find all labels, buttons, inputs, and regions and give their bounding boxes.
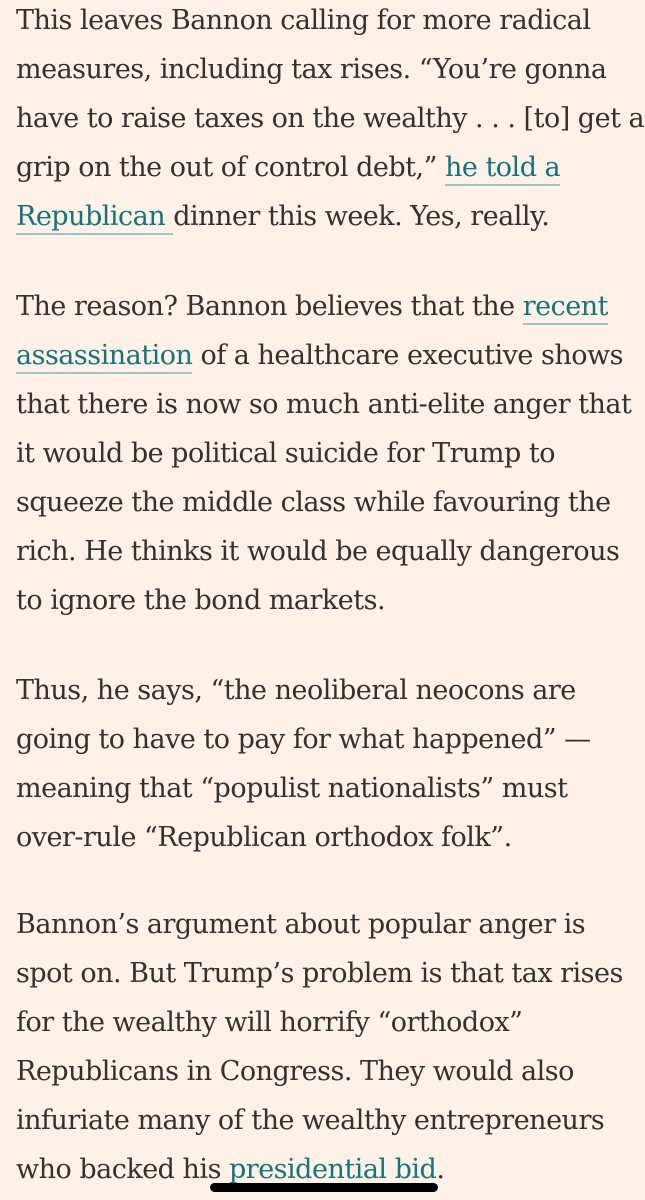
home-indicator-bar	[210, 1183, 438, 1192]
text-line: Bannon’s argument about popular anger is	[16, 900, 636, 949]
inline-link[interactable]: presidential bid	[229, 1154, 437, 1188]
text-segment: Bannon’s argument about popular anger is	[16, 909, 586, 940]
text-segment: This leaves Bannon calling for more radi…	[16, 5, 591, 36]
text-line: This leaves Bannon calling for more radi…	[16, 0, 636, 45]
text-segment: The reason? Bannon believes that the	[16, 291, 523, 322]
inline-link[interactable]: assassination	[16, 340, 193, 374]
text-line: The reason? Bannon believes that the rec…	[16, 282, 636, 331]
text-segment: .	[436, 1154, 445, 1185]
paragraph-4: Bannon’s argument about popular anger is…	[16, 900, 636, 1194]
text-line: grip on the out of control debt,” he tol…	[16, 143, 636, 192]
inline-link[interactable]: recent	[522, 291, 608, 325]
paragraph-1: This leaves Bannon calling for more radi…	[16, 0, 645, 241]
text-segment: it would be political suicide for Trump …	[16, 438, 556, 469]
inline-link[interactable]: he told a	[445, 152, 561, 186]
text-line: Republican dinner this week. Yes, really…	[16, 192, 636, 241]
text-line: Thus, he says, “the neoliberal neocons a…	[16, 666, 636, 715]
paragraph-2: The reason? Bannon believes that the rec…	[16, 282, 636, 625]
text-segment: that there is now so much anti-elite ang…	[16, 389, 632, 420]
text-segment: infuriate many of the wealthy entreprene…	[16, 1105, 605, 1136]
text-line: who backed his presidential bid.	[16, 1145, 636, 1194]
text-line: Republicans in Congress. They would also	[16, 1047, 636, 1096]
text-segment: dinner this week. Yes, really.	[173, 201, 550, 232]
inline-link[interactable]: Republican	[16, 201, 174, 235]
text-line: measures, including tax rises. “You’re g…	[16, 45, 636, 94]
text-line: it would be political suicide for Trump …	[16, 429, 636, 478]
text-line: going to have to pay for what happened” …	[16, 715, 636, 764]
text-segment: over-rule “Republican orthodox folk”.	[16, 822, 512, 853]
text-segment: grip on the out of control debt,”	[16, 152, 445, 183]
text-segment: Republicans in Congress. They would also	[16, 1056, 574, 1087]
text-segment: who backed his	[16, 1154, 230, 1185]
text-line: squeeze the middle class while favouring…	[16, 478, 636, 527]
text-line: spot on. But Trump’s problem is that tax…	[16, 949, 636, 998]
text-segment: spot on. But Trump’s problem is that tax…	[16, 958, 623, 989]
text-segment: squeeze the middle class while favouring…	[16, 487, 611, 518]
text-line: to ignore the bond markets.	[16, 576, 636, 625]
text-segment: for the wealthy will horrify “orthodox”	[16, 1007, 523, 1038]
text-line: that there is now so much anti-elite ang…	[16, 380, 636, 429]
text-segment: have to raise taxes on the wealthy . . .…	[16, 103, 645, 134]
text-line: meaning that “populist nationalists” mus…	[16, 764, 636, 813]
text-segment: measures, including tax rises. “You’re g…	[16, 54, 607, 85]
text-line: have to raise taxes on the wealthy . . .…	[16, 94, 645, 143]
text-segment: rich. He thinks it would be equally dang…	[16, 536, 620, 567]
text-line: for the wealthy will horrify “orthodox”	[16, 998, 636, 1047]
text-line: rich. He thinks it would be equally dang…	[16, 527, 636, 576]
text-line: infuriate many of the wealthy entreprene…	[16, 1096, 636, 1145]
text-segment: going to have to pay for what happened” …	[16, 724, 591, 755]
text-segment: meaning that “populist nationalists” mus…	[16, 773, 568, 804]
text-segment: to ignore the bond markets.	[16, 585, 386, 616]
paragraph-3: Thus, he says, “the neoliberal neocons a…	[16, 666, 636, 862]
text-line: over-rule “Republican orthodox folk”.	[16, 813, 636, 862]
text-segment: Thus, he says, “the neoliberal neocons a…	[16, 675, 576, 706]
text-segment: of a healthcare executive shows	[192, 340, 623, 371]
text-line: assassination of a healthcare executive …	[16, 331, 636, 380]
